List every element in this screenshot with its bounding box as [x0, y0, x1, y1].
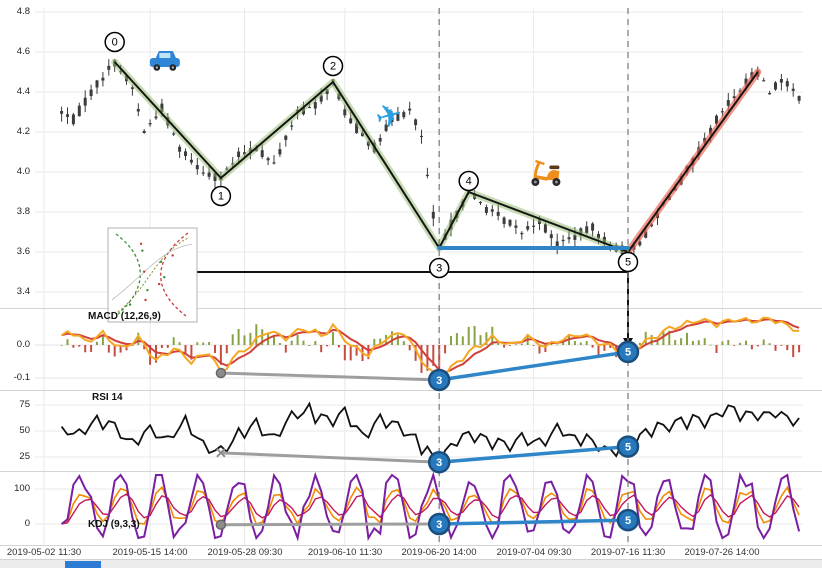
horizontal-scrollbar[interactable] — [0, 559, 822, 568]
kdj-point-3: 3 — [427, 512, 451, 536]
car-icon — [149, 51, 180, 71]
svg-text:4: 4 — [466, 176, 472, 188]
x-tick-label: 2019-05-15 14:00 — [112, 547, 188, 558]
x-tick-label: 2019-06-10 11:30 — [307, 547, 383, 558]
wave-label-2: 2 — [322, 55, 344, 77]
rsi-series — [59, 398, 801, 471]
airplane-icon: ✈ — [371, 94, 407, 138]
x-tick-label: 2019-07-04 09:30 — [496, 547, 572, 558]
price-axis-label: 4.6 — [16, 46, 30, 57]
kdj-axis-label: 100 — [14, 483, 30, 494]
kdj-gray-connector — [219, 522, 441, 527]
x-tick-label: 2019-05-28 09:30 — [207, 547, 283, 558]
price-axis-label: 4.2 — [16, 126, 30, 137]
kdj-panel-label: KDJ (9,3,3) — [88, 519, 140, 530]
kdj-blue-connector — [437, 518, 630, 526]
macd-gray-connector — [219, 371, 441, 382]
price-axis-label: 3.6 — [16, 246, 30, 257]
macd-panel-label: MACD (12,26,9) — [88, 311, 161, 322]
macd-point-5: 5 — [616, 340, 640, 364]
price-axis-label: 3.8 — [16, 206, 30, 217]
svg-text:3: 3 — [436, 519, 442, 531]
kdj-point-5: 5 — [616, 508, 640, 532]
svg-text:5: 5 — [625, 347, 631, 359]
svg-text:3: 3 — [436, 375, 442, 387]
rsi-axis-label: 50 — [19, 425, 30, 436]
macd-series — [60, 316, 801, 383]
rsi-axis-label: 75 — [19, 399, 30, 410]
scrollbar-thumb[interactable] — [65, 561, 101, 568]
kdj-series — [60, 472, 801, 542]
svg-text:0: 0 — [112, 37, 118, 49]
inset-mini-chart — [107, 227, 198, 323]
macd-point-3: 3 — [427, 368, 451, 392]
price-axis-label: 4.8 — [16, 6, 30, 17]
svg-text:1: 1 — [218, 191, 224, 203]
svg-text:5: 5 — [625, 515, 631, 527]
rsi-point-5: 5 — [616, 435, 640, 458]
svg-text:3: 3 — [436, 263, 442, 275]
x-tick-label: 2019-07-16 11:30 — [590, 547, 666, 558]
scooter-icon — [531, 159, 561, 186]
price-axis-label: 4.0 — [16, 166, 30, 177]
rsi-axis-label: 25 — [19, 451, 30, 462]
rsi-panel-label: RSI 14 — [92, 392, 123, 403]
wave-centerline — [113, 61, 759, 253]
wave-label-5: 5 — [617, 251, 639, 273]
svg-text:✈: ✈ — [371, 94, 407, 138]
svg-text:5: 5 — [625, 257, 631, 269]
macd-start-dot — [215, 367, 227, 379]
svg-text:2: 2 — [330, 61, 336, 73]
wave-label-4: 4 — [458, 170, 479, 192]
svg-text:5: 5 — [625, 441, 631, 453]
macd-blue-connector — [437, 350, 630, 382]
wave-label-0: 0 — [104, 31, 125, 53]
rsi-start-x — [216, 448, 226, 458]
kdj-start-dot — [215, 519, 227, 530]
rsi-blue-connector — [437, 444, 630, 464]
price-axis-label: 3.4 — [16, 286, 30, 297]
rsi-point-3: 3 — [427, 450, 451, 474]
macd-axis-label: 0.0 — [16, 339, 30, 350]
wave-label-3: 3 — [428, 257, 450, 279]
kdj-axis-label: 0 — [24, 518, 30, 529]
rsi-gray-connector — [219, 451, 441, 464]
macd-axis-label: -0.1 — [13, 372, 30, 383]
x-tick-label: 2019-07-26 14:00 — [684, 547, 760, 558]
svg-text:3: 3 — [436, 457, 442, 469]
x-tick-label: 2019-06-20 14:00 — [401, 547, 477, 558]
x-tick-label: 2019-05-02 11:30 — [6, 547, 82, 558]
wave-label-1: 1 — [210, 185, 232, 207]
price-axis-label: 4.4 — [16, 86, 30, 97]
